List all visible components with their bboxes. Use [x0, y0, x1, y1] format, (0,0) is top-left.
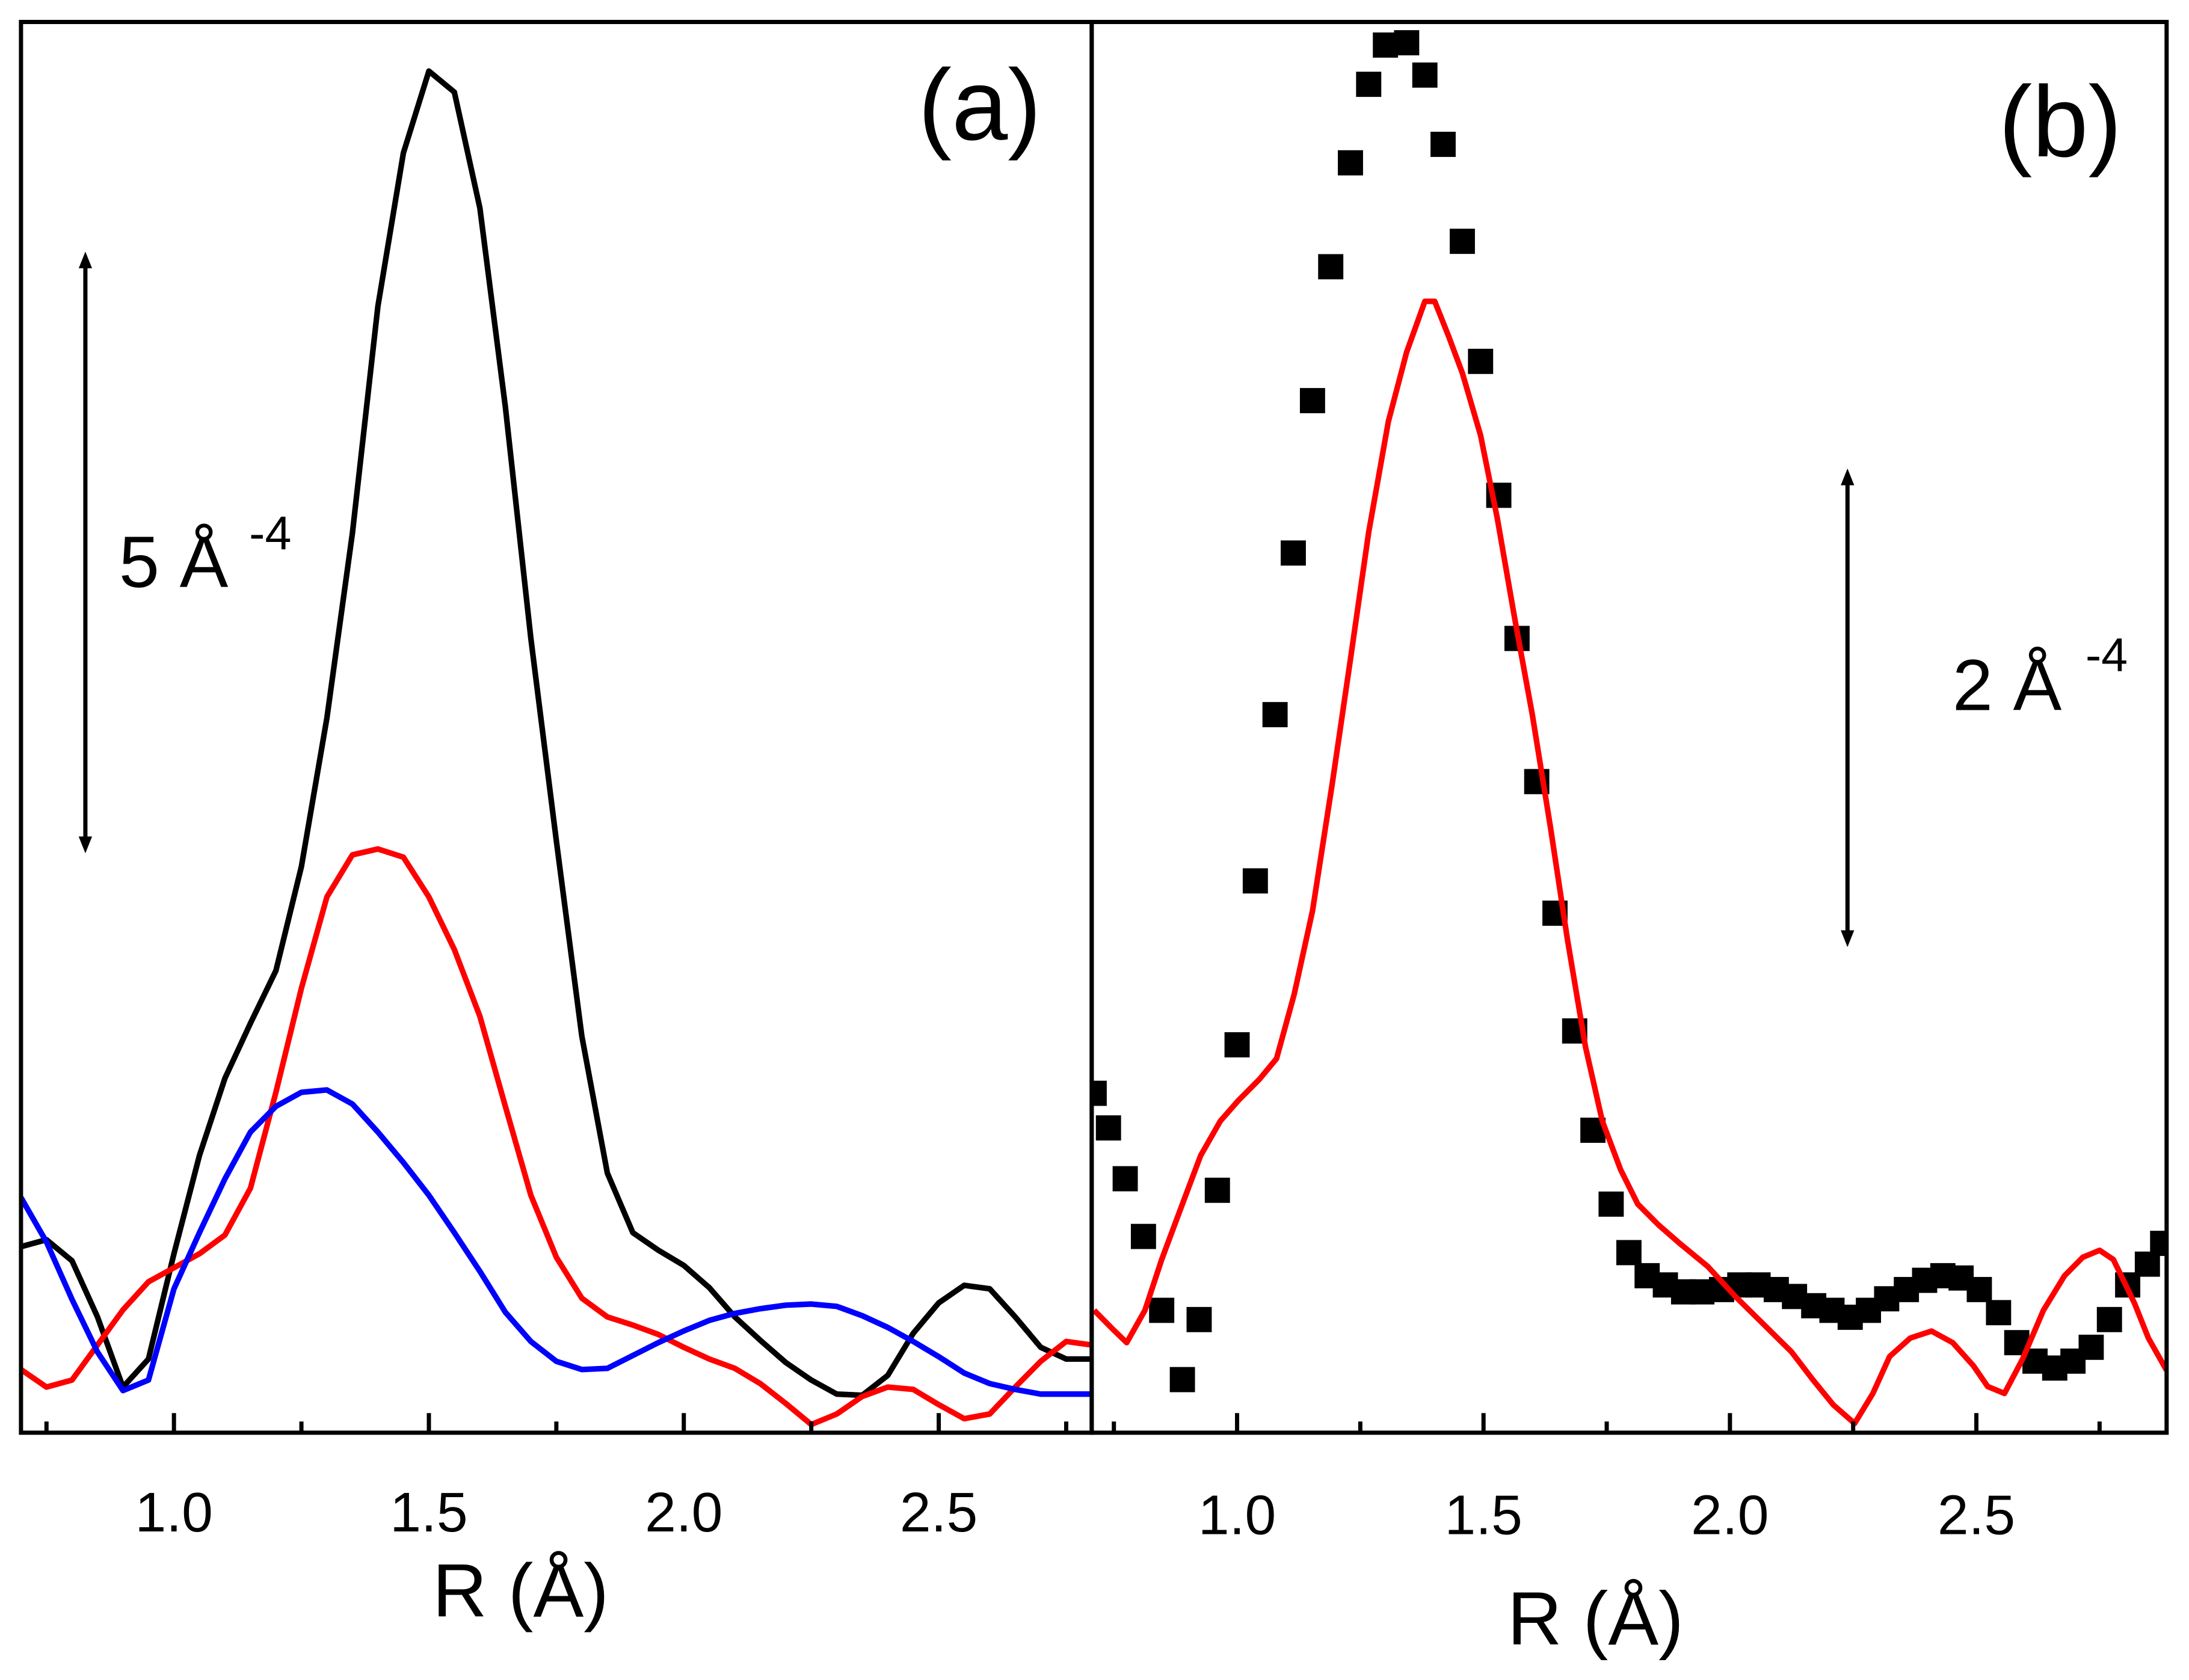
- panel-label: (a): [918, 49, 1041, 161]
- plot-area: [20, 68, 1092, 1427]
- data-point: [1149, 1297, 1175, 1323]
- plot-area: [1091, 30, 2167, 1427]
- scale-bar-superscript: -4: [2086, 628, 2128, 682]
- x-axis-label: R (Å): [433, 1548, 609, 1632]
- data-point: [1394, 30, 1420, 56]
- data-point: [2078, 1334, 2104, 1360]
- data-point: [1373, 32, 1399, 58]
- data-line: [1092, 298, 2167, 1427]
- x-tick-label: 2.0: [1691, 1484, 1769, 1546]
- x-tick-label: 1.5: [1445, 1484, 1522, 1546]
- data-point: [1966, 1276, 1992, 1302]
- plot-frame: [1089, 20, 2169, 1435]
- x-tick-label: 2.0: [645, 1481, 722, 1543]
- data-point: [1598, 1191, 1624, 1217]
- data-point: [1169, 1367, 1195, 1392]
- x-tick-label: 2.5: [1938, 1484, 2015, 1546]
- data-point: [2096, 1306, 2122, 1332]
- data-point: [1262, 702, 1288, 728]
- data-point: [1356, 72, 1382, 97]
- x-tick-label: 2.5: [900, 1481, 978, 1543]
- scale-bar-label: 2 Å: [1953, 644, 2062, 726]
- data-point: [1986, 1300, 2012, 1326]
- data-line: [20, 68, 1092, 1398]
- data-point: [1186, 1306, 1212, 1332]
- data-point: [1281, 540, 1306, 566]
- data-line: [20, 846, 1092, 1427]
- data-point: [1450, 229, 1475, 254]
- x-axis-label: R (Å): [1507, 1576, 1684, 1661]
- data-point: [1299, 388, 1325, 413]
- data-point: [1130, 1223, 1156, 1249]
- data-point: [1224, 1032, 1250, 1057]
- x-tick-label: 1.0: [1198, 1484, 1276, 1546]
- data-point: [1204, 1177, 1230, 1203]
- x-tick-label: 1.5: [390, 1481, 467, 1543]
- x-tick-label: 1.0: [135, 1481, 212, 1543]
- data-point: [1412, 62, 1438, 88]
- data-point: [1616, 1240, 1642, 1266]
- data-point: [1318, 254, 1344, 280]
- panel-label: (b): [1999, 66, 2122, 178]
- scale-bar-superscript: -4: [249, 506, 291, 560]
- data-point: [1468, 348, 1494, 374]
- data-point: [1095, 1115, 1121, 1141]
- data-point: [2150, 1231, 2167, 1257]
- data-line: [20, 1087, 1092, 1397]
- data-point: [1112, 1166, 1138, 1192]
- data-point: [1338, 150, 1363, 176]
- data-point: [1430, 132, 1456, 157]
- data-point: [1091, 1080, 1107, 1106]
- scale-bar-label: 5 Å: [119, 521, 229, 603]
- data-point: [1242, 868, 1268, 894]
